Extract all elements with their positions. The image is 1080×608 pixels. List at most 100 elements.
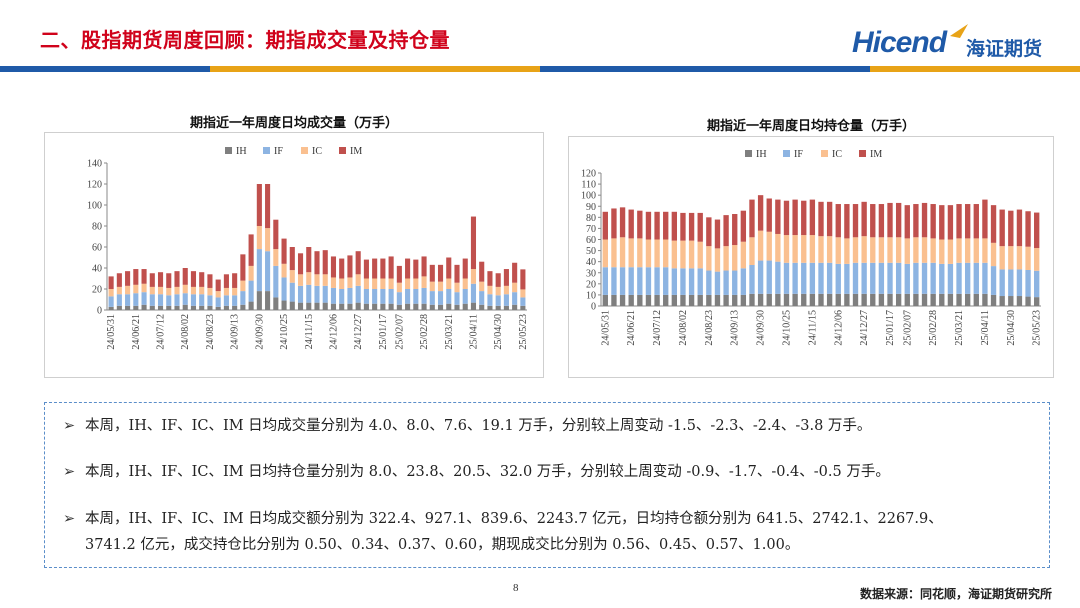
logo-wordmark: Hicend	[852, 26, 947, 59]
bar-segment-im	[273, 219, 279, 250]
bar-segment-ih	[314, 302, 320, 310]
bar-segment-if	[654, 267, 660, 295]
x-tick-label: 24/08/23	[704, 310, 715, 346]
bar-segment-ih	[947, 293, 954, 306]
bar-segment-ih	[182, 304, 188, 310]
bar-segment-ic	[973, 238, 979, 263]
bar-segment-ic	[462, 278, 468, 289]
x-tick-label: 24/12/27	[859, 310, 870, 346]
bar-segment-ic	[495, 286, 501, 296]
bar-segment-ih	[297, 302, 304, 310]
bar-segment-ih	[281, 300, 287, 310]
bar-segment-ic	[421, 276, 427, 288]
bar-segment-im	[380, 258, 386, 279]
bar-segment-ih	[628, 294, 634, 306]
bar-segment-ih	[844, 293, 850, 306]
bar-segment-ic	[740, 241, 747, 269]
bar-segment-im	[223, 274, 229, 288]
bar-segment-ih	[446, 303, 452, 310]
bar-segment-ih	[835, 293, 841, 306]
legend-swatch-im	[339, 147, 346, 154]
bar-segment-ih	[306, 302, 312, 310]
bar-segment-ih	[355, 302, 361, 310]
bar-segment-ih	[347, 303, 353, 310]
bar-segment-if	[223, 295, 229, 306]
bar-segment-if	[133, 293, 139, 306]
bar-segment-im	[809, 199, 816, 236]
bar-segment-ic	[306, 272, 312, 285]
bar-segment-im	[680, 212, 686, 241]
bar-segment-if	[947, 263, 954, 294]
bar-segment-if	[157, 294, 164, 306]
bar-segment-if	[372, 289, 378, 304]
bar-segment-im	[446, 257, 452, 279]
bar-segment-ic	[887, 237, 893, 263]
bar-segment-ic	[602, 239, 608, 268]
bar-segment-ih	[363, 303, 369, 310]
legend-swatch-if	[783, 150, 790, 157]
y-tick-label: 50	[586, 246, 596, 257]
y-tick-label: 20	[586, 279, 596, 290]
x-tick-label: 24/08/02	[678, 310, 689, 346]
bar-segment-ih	[470, 302, 477, 310]
bar-segment-ih	[654, 294, 660, 306]
bar-segment-ih	[207, 305, 213, 310]
bar-segment-if	[281, 277, 287, 301]
bar-segment-ic	[166, 287, 172, 296]
x-tick-label: 24/10/25	[279, 314, 290, 350]
bar-segment-ic	[766, 231, 772, 261]
bar-segment-if	[273, 265, 279, 298]
bar-segment-ic	[861, 236, 867, 263]
bar-segment-ih	[166, 305, 172, 310]
bar-segment-ih	[818, 293, 824, 306]
bar-segment-if	[207, 295, 213, 306]
bar-segment-ih	[503, 305, 509, 310]
y-tick-label: 80	[92, 222, 102, 233]
bar-segment-ih	[921, 293, 928, 306]
bar-segment-im	[470, 216, 477, 270]
bar-segment-ic	[125, 285, 131, 295]
bar-segment-im	[265, 184, 271, 229]
bar-segment-ic	[904, 238, 910, 264]
bar-segment-ic	[297, 274, 304, 286]
bar-segment-im	[133, 269, 139, 285]
x-tick-label: 25/02/07	[902, 310, 913, 346]
bar-segment-ic	[749, 237, 755, 265]
bar-segment-im	[487, 271, 493, 286]
bar-segment-ic	[913, 237, 919, 263]
bar-segment-if	[619, 267, 626, 295]
bar-segment-ih	[273, 297, 279, 310]
bar-segment-ic	[248, 265, 254, 281]
bar-segment-im	[108, 276, 114, 289]
bar-segment-if	[775, 261, 781, 294]
bar-segment-if	[306, 284, 312, 303]
bar-segment-ic	[405, 278, 411, 289]
bar-segment-if	[680, 268, 686, 295]
bar-segment-if	[330, 287, 337, 304]
bar-segment-ic	[844, 238, 850, 264]
bar-segment-ih	[339, 303, 345, 310]
bar-segment-if	[611, 267, 617, 295]
bar-segment-ic	[757, 230, 764, 261]
bar-segment-im	[714, 219, 721, 249]
legend-swatch-im	[859, 150, 866, 157]
bar-segment-ic	[826, 236, 833, 263]
bar-segment-ih	[740, 294, 747, 306]
bar-segment-ic	[809, 235, 816, 263]
bar-segment-ih	[429, 304, 435, 310]
bar-segment-im	[314, 251, 320, 275]
y-tick-label: 0	[591, 302, 596, 313]
bar-segment-if	[479, 291, 485, 305]
x-tick-label: 24/05/31	[106, 314, 117, 350]
bar-segment-if	[289, 282, 295, 302]
bar-segment-ih	[330, 303, 337, 310]
bar-segment-im	[396, 265, 402, 283]
bar-segment-im	[116, 273, 122, 287]
bar-segment-if	[265, 251, 271, 292]
bar-segment-im	[818, 201, 824, 237]
bar-segment-ic	[281, 263, 287, 278]
bar-segment-if	[809, 262, 816, 294]
bar-segment-if	[322, 285, 328, 303]
bar-segment-ih	[688, 294, 695, 306]
bar-segment-ih	[852, 293, 859, 306]
